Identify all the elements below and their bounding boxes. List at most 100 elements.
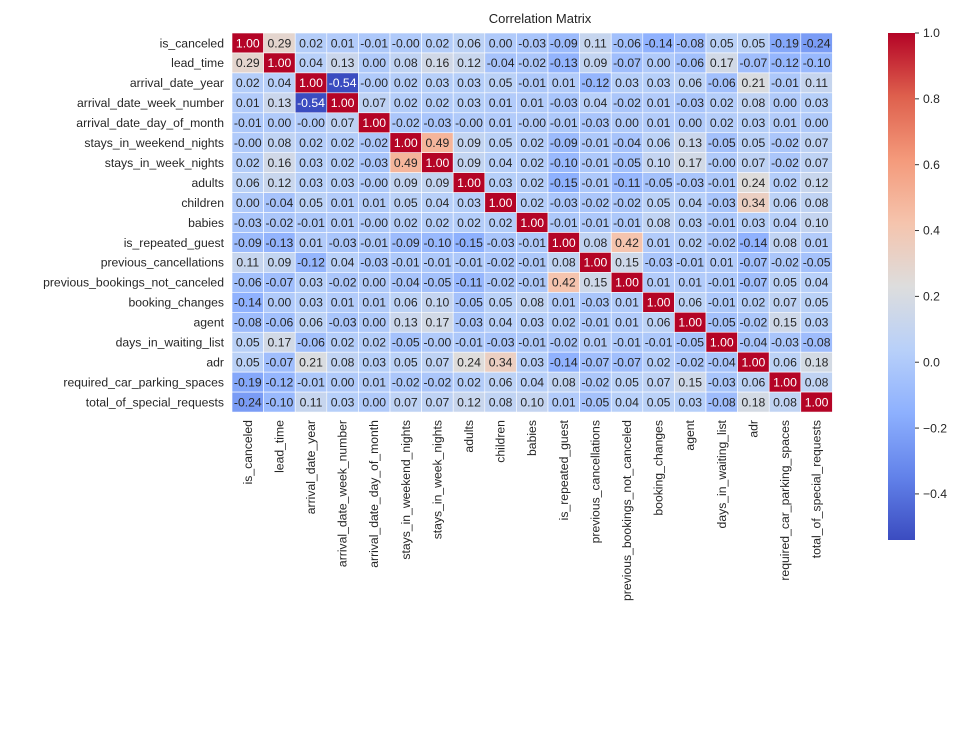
cell-value-label: 1.00	[394, 136, 418, 150]
cell-value-label: 0.04	[520, 375, 544, 389]
cell-value-label: 0.15	[773, 316, 797, 330]
cell-value-label: -0.04	[708, 355, 736, 369]
cell-value-label: 1.00	[362, 116, 386, 130]
cell-value-label: -0.00	[360, 216, 388, 230]
row-tick-label: previous_cancellations	[101, 256, 224, 270]
cell-value-label: -0.02	[392, 375, 420, 389]
cell-value-label: 0.01	[678, 276, 702, 290]
cell-value-label: -0.09	[550, 136, 578, 150]
column-tick-label: adults	[462, 420, 476, 453]
cell-value-label: 0.00	[362, 56, 386, 70]
cell-value-label: 0.06	[457, 36, 481, 50]
cell-value-label: 0.01	[552, 395, 576, 409]
cell-value-label: -0.01	[550, 216, 578, 230]
cell-value-label: 0.02	[299, 36, 323, 50]
colorbar-tick-label: 0.0	[923, 355, 940, 369]
cell-value-label: 0.07	[805, 136, 829, 150]
cell-value-label: 0.04	[268, 76, 292, 90]
cell-value-label: -0.01	[582, 136, 610, 150]
cell-value-label: -0.15	[550, 176, 578, 190]
cell-value-label: -0.00	[424, 336, 452, 350]
cell-value-label: -0.04	[613, 136, 641, 150]
cell-value-label: -0.11	[456, 276, 483, 290]
cell-value-label: 0.00	[647, 56, 671, 70]
cell-value-label: 0.01	[584, 336, 608, 350]
cell-value-label: -0.02	[487, 276, 515, 290]
cell-value-label: -0.05	[392, 336, 420, 350]
colorbar-tick-label: −0.2	[923, 421, 947, 435]
cell-value-label: -0.00	[360, 176, 388, 190]
cell-value-label: 0.08	[742, 96, 766, 110]
cell-value-label: -0.03	[455, 316, 483, 330]
cell-value-label: -0.03	[360, 256, 388, 270]
cell-value-label: 0.06	[299, 316, 323, 330]
cell-value-label: 0.05	[710, 36, 734, 50]
cell-value-label: 0.05	[647, 196, 671, 210]
cell-value-label: -0.01	[676, 256, 704, 270]
cell-value-label: 0.03	[299, 156, 323, 170]
colorbar-tick-label: 1.0	[923, 26, 940, 40]
cell-value-label: 0.02	[552, 316, 576, 330]
cell-value-label: 0.16	[426, 56, 450, 70]
cell-value-label: 0.13	[678, 136, 702, 150]
cell-value-label: 0.08	[805, 196, 829, 210]
cell-value-label: 0.02	[236, 76, 260, 90]
cell-value-label: -0.13	[266, 236, 294, 250]
cell-value-label: 0.29	[236, 56, 260, 70]
column-tick-label: is_canceled	[241, 420, 255, 484]
cell-value-label: -0.03	[487, 336, 515, 350]
cell-value-label: 0.17	[426, 316, 450, 330]
cell-value-label: -0.01	[550, 116, 578, 130]
cell-value-label: 0.06	[647, 136, 671, 150]
cell-value-label: 1.00	[489, 196, 513, 210]
cell-value-label: -0.06	[297, 336, 325, 350]
cell-value-label: -0.10	[266, 395, 294, 409]
cell-value-label: 0.04	[805, 276, 829, 290]
column-tick-label: babies	[525, 420, 539, 456]
cell-value-label: 0.13	[394, 316, 418, 330]
cell-value-label: 0.09	[457, 156, 481, 170]
cell-value-label: 0.03	[805, 316, 829, 330]
cell-value-label: 0.10	[426, 296, 450, 310]
cell-value-label: -0.07	[613, 355, 641, 369]
cell-value-label: 0.12	[457, 395, 481, 409]
column-tick-label: arrival_date_day_of_month	[367, 420, 381, 568]
cell-value-label: 1.00	[236, 36, 260, 50]
cell-value-label: -0.03	[708, 375, 736, 389]
cell-value-label: 0.05	[742, 136, 766, 150]
cell-value-label: 0.03	[299, 296, 323, 310]
heatmap-cell-labels: 1.00 0.29 0.02 0.01 -0.01 -0.00 0.02 0.06 0.00 -0…	[234, 36, 831, 409]
cell-value-label: -0.05	[455, 296, 483, 310]
cell-value-label: 0.01	[647, 276, 671, 290]
cell-value-label: 0.06	[742, 375, 766, 389]
cell-value-label: 0.42	[615, 236, 639, 250]
cell-value-label: -0.03	[645, 256, 673, 270]
cell-value-label: -0.03	[329, 316, 357, 330]
cell-value-label: 0.01	[362, 375, 386, 389]
cell-value-label: -0.01	[613, 336, 641, 350]
cell-value-label: 1.00	[299, 76, 323, 90]
cell-value-label: -0.02	[487, 256, 515, 270]
cell-value-label: 0.03	[615, 76, 639, 90]
cell-value-label: 1.00	[457, 176, 481, 190]
cell-value-label: -0.03	[360, 156, 388, 170]
cell-value-label: -0.02	[613, 196, 641, 210]
cell-value-label: 0.03	[678, 216, 702, 230]
cell-value-label: -0.02	[771, 136, 799, 150]
cell-value-label: 0.02	[710, 116, 734, 130]
cell-value-label: 0.00	[362, 276, 386, 290]
cell-value-label: 0.10	[805, 216, 829, 230]
cell-value-label: -0.01	[424, 256, 452, 270]
cell-value-label: 0.05	[489, 76, 513, 90]
cell-value-label: 0.07	[647, 375, 671, 389]
cell-value-label: 0.02	[457, 375, 481, 389]
column-tick-label: days_in_waiting_list	[715, 419, 729, 528]
row-tick-label: adults	[191, 176, 224, 190]
cell-value-label: -0.01	[771, 76, 799, 90]
cell-value-label: 0.34	[742, 196, 766, 210]
cell-value-label: 0.07	[742, 156, 766, 170]
column-tick-label: booking_changes	[652, 420, 666, 516]
row-tick-label: arrival_date_day_of_month	[76, 116, 224, 130]
column-tick-labels: is_canceled lead_time arrival_date_year arr…	[241, 419, 824, 601]
cell-value-label: -0.01	[582, 316, 610, 330]
